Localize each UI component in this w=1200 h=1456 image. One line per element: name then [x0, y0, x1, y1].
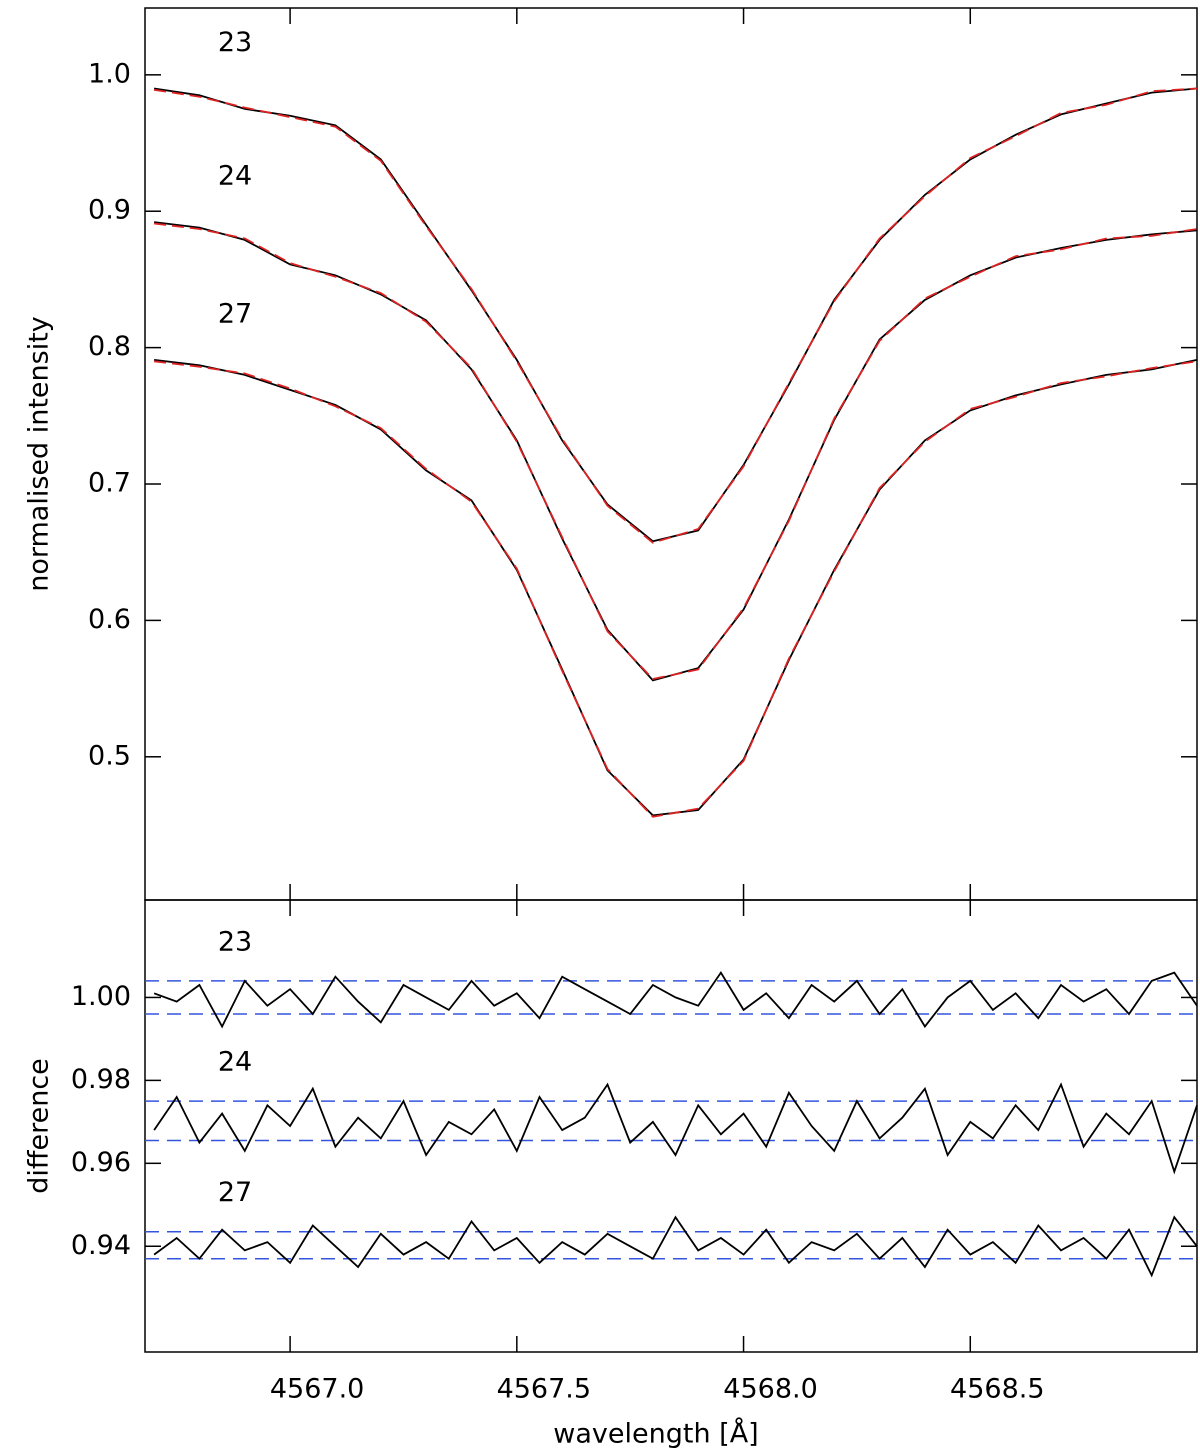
series-label: 24 [218, 161, 252, 192]
series-label: 27 [218, 298, 252, 329]
x-tick-label: 4568.5 [950, 1374, 1044, 1405]
series-label: 27 [218, 1177, 252, 1208]
y-tick-label: 0.6 [88, 604, 131, 635]
x-tick-label: 4567.5 [497, 1374, 591, 1405]
y-tick-label: 0.94 [71, 1230, 131, 1261]
series-label: 24 [218, 1047, 252, 1078]
y-axis-label: difference [24, 1058, 55, 1194]
observed-line [153, 87, 1198, 543]
y-tick-label: 0.9 [88, 195, 131, 226]
series-label: 23 [218, 27, 252, 58]
residual-line [153, 970, 1198, 1029]
x-axis-label: wavelength [Å] [553, 1418, 758, 1450]
fit-line [153, 360, 1198, 818]
observed-line [153, 359, 1198, 817]
y-tick-label: 1.00 [71, 981, 131, 1012]
fit-line [153, 87, 1198, 544]
plot-frame [144, 7, 1198, 901]
x-tick-label: 4567.0 [270, 1374, 364, 1405]
y-tick-label: 1.0 [88, 58, 131, 89]
y-tick-label: 0.96 [71, 1147, 131, 1178]
y-tick-label: 0.98 [71, 1064, 131, 1095]
observed-line [153, 221, 1198, 682]
plot-frame [144, 899, 1198, 1353]
y-tick-label: 0.5 [88, 740, 131, 771]
series-label: 23 [218, 926, 252, 957]
y-axis-label: normalised intensity [24, 316, 55, 592]
residual-line [153, 1215, 1198, 1278]
y-tick-label: 0.8 [88, 331, 131, 362]
residual-line [153, 1082, 1198, 1175]
y-tick-label: 0.7 [88, 468, 131, 499]
x-tick-label: 4568.0 [723, 1374, 817, 1405]
fit-line [153, 222, 1198, 680]
